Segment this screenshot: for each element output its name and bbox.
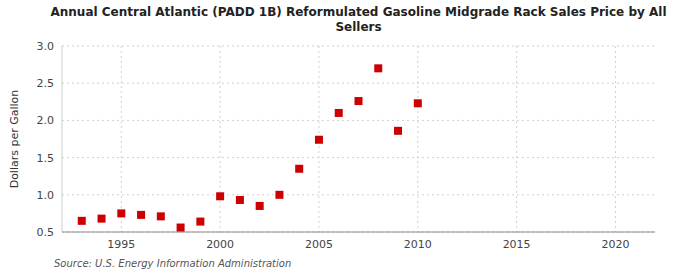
point: [335, 109, 343, 117]
point: [394, 127, 402, 135]
background: [0, 0, 675, 275]
point: [157, 212, 165, 220]
y-axis-line: [62, 46, 63, 232]
y-grid-line: [62, 120, 655, 121]
source-note: Source: U.S. Energy Information Administ…: [54, 258, 291, 269]
point: [315, 136, 323, 144]
x-grid-line: [121, 46, 122, 232]
y-grid-line: [62, 46, 655, 47]
y-tick-label: 0.5: [37, 226, 55, 239]
point: [355, 97, 363, 105]
x-grid-line: [220, 46, 221, 232]
point: [98, 215, 106, 223]
y-tick-label: 2.0: [37, 114, 55, 127]
point: [177, 224, 185, 232]
point: [216, 192, 224, 200]
y-grid-line: [62, 83, 655, 84]
y-grid-line: [62, 157, 655, 158]
x-tick-label: 2015: [503, 238, 531, 251]
x-tick-label: 2000: [206, 238, 234, 251]
y-tick-label: 3.0: [37, 40, 55, 53]
point: [295, 165, 303, 173]
point: [236, 196, 244, 204]
point: [374, 64, 382, 72]
y-grid-line: [62, 194, 655, 195]
x-grid-line: [615, 46, 616, 232]
chart: Annual Central Atlantic (PADD 1B) Reform…: [0, 0, 675, 275]
x-tick-label: 2020: [601, 238, 629, 251]
x-grid-line: [516, 46, 517, 232]
x-tick-label: 2010: [404, 238, 432, 251]
x-grid-line: [417, 46, 418, 232]
point: [414, 99, 422, 107]
point: [117, 209, 125, 217]
title: Annual Central Atlantic (PADD 1B) Reform…: [51, 5, 667, 34]
y-tick-label: 1.0: [37, 189, 55, 202]
y-tick-label: 1.5: [37, 152, 55, 165]
points: [78, 64, 422, 231]
point: [137, 211, 145, 219]
y-axis-label: Dollars per Gallon: [8, 90, 21, 189]
x-axis-line: [62, 232, 655, 233]
x-tick-label: 1995: [107, 238, 135, 251]
y-tick-label: 2.5: [37, 77, 55, 90]
point: [275, 191, 283, 199]
y-grid-line: [62, 232, 655, 233]
point: [256, 202, 264, 210]
point: [78, 217, 86, 225]
x-tick-label: 2005: [305, 238, 333, 251]
point: [196, 218, 204, 226]
